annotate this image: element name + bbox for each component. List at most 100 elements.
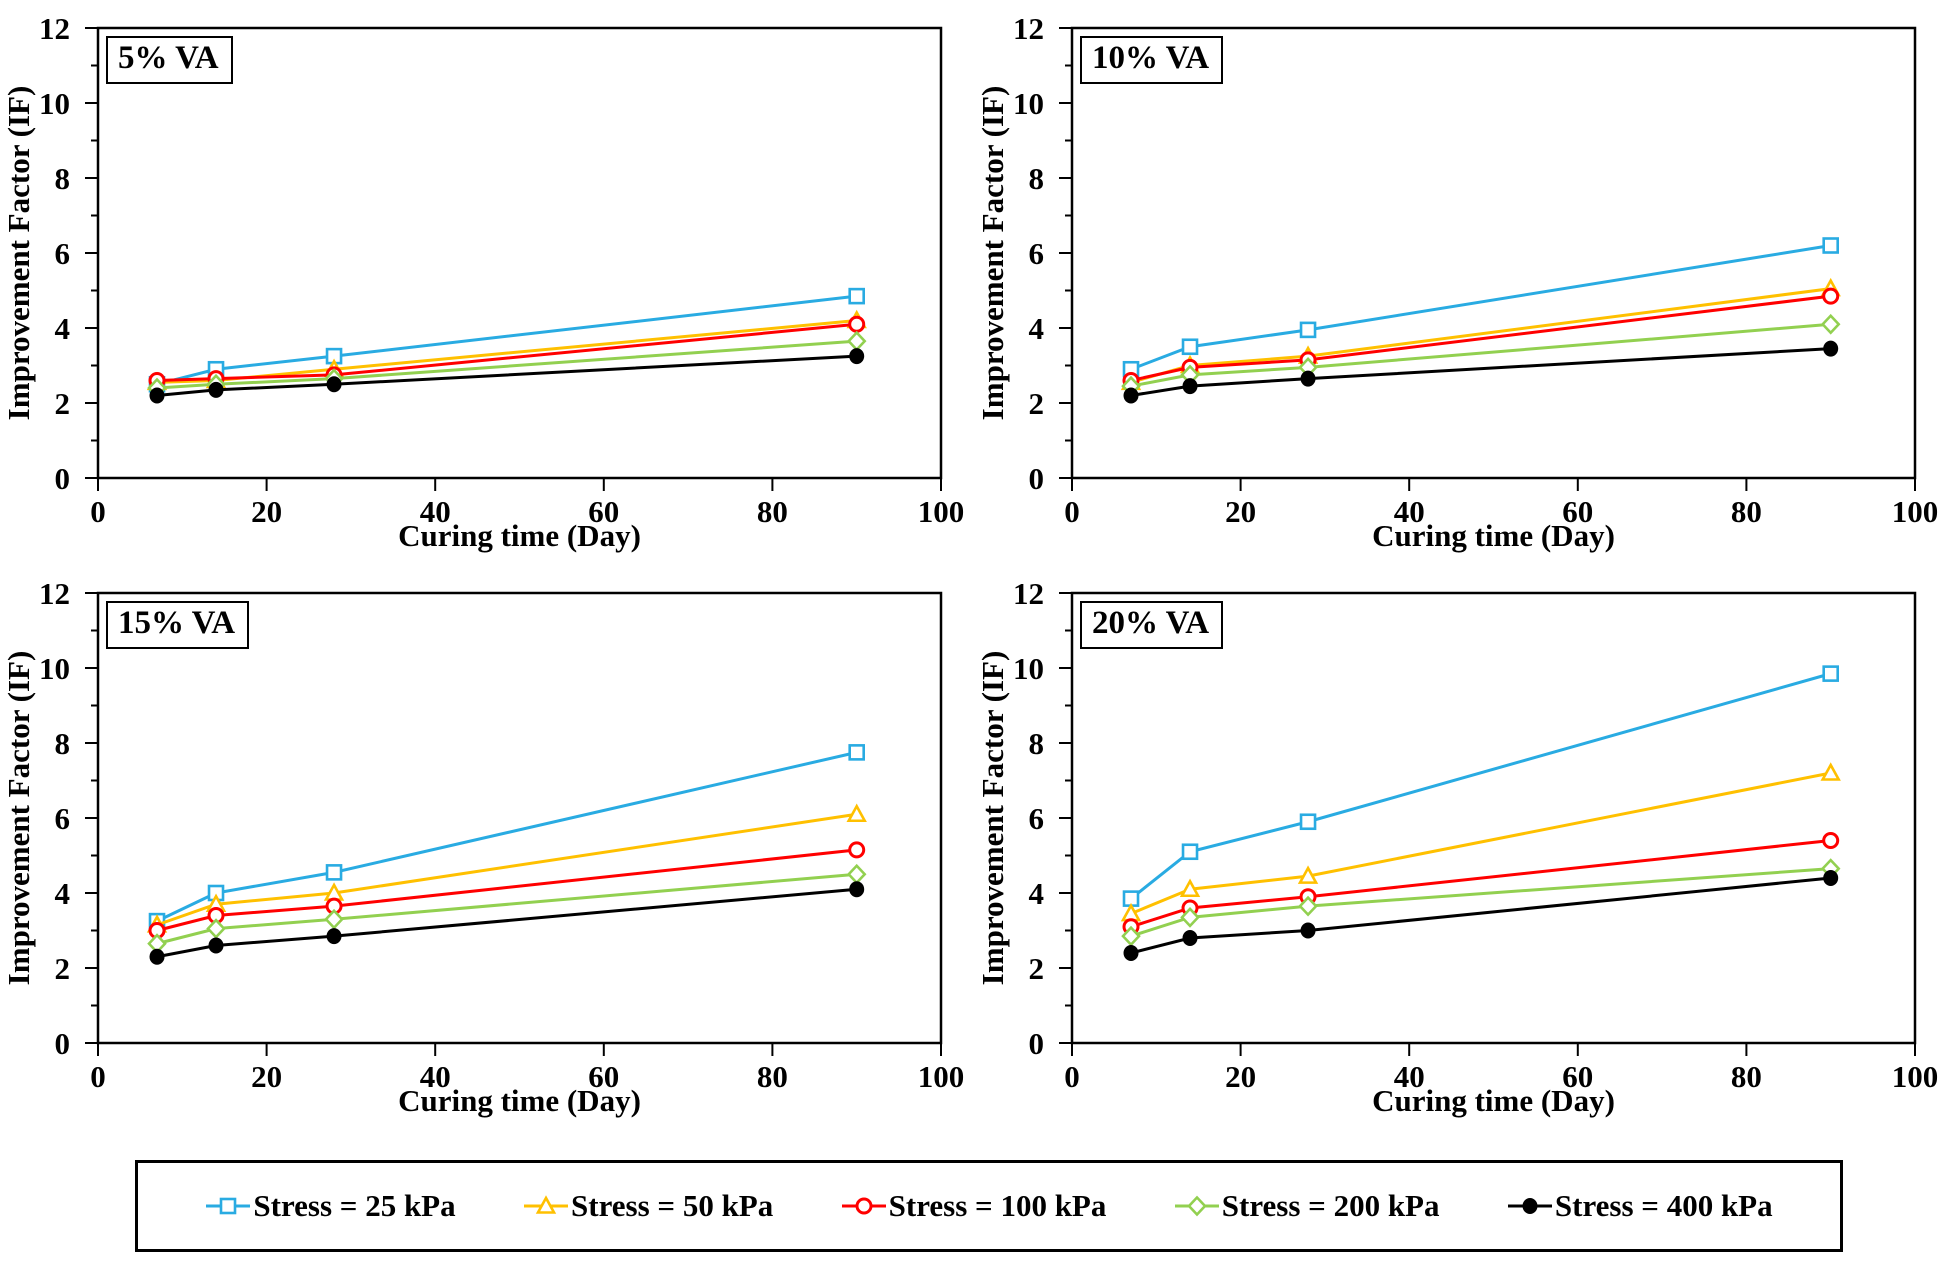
- y-tick-label: 4: [55, 311, 71, 346]
- series-stress-50-kpa: [1120, 762, 1841, 922]
- y-tick-label: 0: [55, 461, 71, 496]
- x-tick-label: 40: [1394, 1059, 1425, 1094]
- dot-marker-icon: [849, 881, 865, 898]
- panel-label-15-va: 15% VA: [106, 601, 250, 649]
- y-tick-label: 6: [1029, 801, 1045, 836]
- series-stress-400-kpa: [1123, 870, 1839, 961]
- y-tick-label: 2: [55, 951, 71, 986]
- x-tick-label: 100: [918, 494, 965, 529]
- diamond-marker-icon: [846, 330, 867, 352]
- panel-label-20-va: 20% VA: [1080, 601, 1224, 649]
- chart-panel-5-va: 0 2 4 6 8 10 12 0 20 40 60 80 100 5% VA Improvement …: [0, 0, 974, 565]
- plot-border: [1070, 591, 1917, 1045]
- diamond-marker-icon: [1121, 925, 1141, 947]
- legend-label: Stress = 100 kPa: [888, 1188, 1107, 1223]
- chart-canvas-10-va: 0 2 4 6 8 10 12 0 20 40 60 80 100: [1013, 11, 1939, 529]
- series-stress-400-kpa: [149, 881, 865, 965]
- series-line: [156, 750, 858, 923]
- x-tick-label: 20: [1225, 494, 1256, 529]
- x-tick-label: 60: [588, 494, 619, 529]
- dot-marker-icon: [326, 928, 342, 945]
- x-tick-label: 100: [1892, 494, 1939, 529]
- x-tick-label: 20: [251, 1059, 282, 1094]
- legend-item-stress-25kpa: Stress = 25 kPa: [205, 1188, 456, 1224]
- series-line: [156, 339, 857, 390]
- series-line: [156, 872, 857, 946]
- chart-canvas-20-va: 0 2 4 6 8 10 12 0 20 40 60 80 100: [1013, 576, 1938, 1094]
- y-tick-label: 2: [1029, 951, 1045, 986]
- x-tick-label: 0: [1064, 1059, 1080, 1094]
- square-marker-icon: [1181, 338, 1199, 356]
- series-line: [1130, 322, 1831, 388]
- y-tick-label: 6: [1029, 236, 1045, 271]
- y-tick-label: 0: [1029, 1026, 1045, 1061]
- chart-panel-10-va: 0 2 4 6 8 10 12 0 20 40 60 80 100 10% VA Improvement…: [974, 0, 1948, 565]
- x-axis-title: Curing time (Day): [398, 1083, 641, 1118]
- series-line: [156, 848, 857, 932]
- x-tick-label: 0: [90, 1059, 106, 1094]
- series-line: [156, 887, 857, 959]
- plot-border: [96, 591, 943, 1045]
- diamond-marker-icon: [1186, 1195, 1207, 1217]
- dot-marker-icon: [208, 937, 224, 954]
- square-marker-icon: [1181, 843, 1199, 861]
- x-axis-title: Curing time (Day): [1372, 518, 1615, 553]
- y-axis-title: Improvement Factor (IF): [975, 650, 1010, 986]
- series-line: [156, 354, 857, 397]
- series-line: [1130, 839, 1831, 929]
- chart-canvas-15-va: 0 2 4 6 8 10 12 0 20 40 60 80 100: [39, 576, 964, 1094]
- circle-marker-icon: [855, 1197, 873, 1215]
- panel-label-10-va: 10% VA: [1080, 36, 1224, 84]
- y-tick-label: 12: [39, 11, 70, 46]
- x-tick-label: 60: [1562, 1059, 1593, 1094]
- y-tick-label: 12: [39, 576, 70, 611]
- series-line: [156, 812, 857, 927]
- y-tick-label: 6: [55, 236, 71, 271]
- dot-marker-icon: [326, 376, 342, 393]
- y-tick-label: 12: [1013, 576, 1044, 611]
- circle-marker-icon: [848, 841, 866, 859]
- circle-marker-icon: [1822, 287, 1840, 305]
- x-tick-label: 20: [251, 494, 282, 529]
- diamond-marker-icon: [1298, 895, 1318, 917]
- legend-label: Stress = 400 kPa: [1554, 1188, 1773, 1223]
- dot-marker-icon: [1123, 387, 1139, 404]
- y-tick-label: 4: [1029, 876, 1045, 911]
- dot-marker-icon: [1823, 870, 1839, 886]
- x-axis-title: Curing time (Day): [398, 518, 641, 553]
- dot-marker-icon: [1300, 922, 1316, 939]
- y-axis-title: Improvement Factor (IF): [1, 650, 36, 986]
- diamond-marker-icon: [324, 908, 344, 930]
- square-marker-icon: [1822, 665, 1840, 682]
- triangle-marker-icon: [1179, 878, 1201, 898]
- chart-panel-20-va: 0 2 4 6 8 10 12 0 20 40 60 80 100 20% VA Improvement…: [974, 565, 1948, 1130]
- dot-marker-icon: [1123, 945, 1139, 961]
- x-tick-label: 60: [588, 1059, 619, 1094]
- series-line: [156, 319, 857, 384]
- y-tick-label: 6: [55, 801, 71, 836]
- diamond-marker-icon: [1820, 313, 1841, 335]
- dot-marker-icon: [1507, 1198, 1552, 1214]
- series-stress-400-kpa: [1123, 340, 1839, 404]
- dot-marker-icon: [149, 387, 165, 404]
- series-stress-200-kpa: [1121, 313, 1841, 397]
- series-line: [1130, 347, 1831, 397]
- x-tick-label: 80: [1731, 494, 1762, 529]
- circle-marker-icon: [841, 1197, 886, 1215]
- triangle-marker-icon: [524, 1195, 568, 1214]
- triangle-marker-icon: [535, 1195, 557, 1214]
- x-tick-label: 40: [420, 494, 451, 529]
- diamond-marker-icon: [206, 918, 226, 940]
- x-tick-label: 80: [757, 494, 788, 529]
- y-tick-label: 10: [39, 651, 70, 686]
- chart-panel-15-va: 0 2 4 6 8 10 12 0 20 40 60 80 100 15% VA Improvement…: [0, 565, 974, 1130]
- series-stress-100-kpa: [148, 841, 866, 939]
- x-tick-label: 60: [1562, 494, 1593, 529]
- square-marker-icon: [206, 1197, 251, 1215]
- series-line: [156, 294, 857, 386]
- legend-label: Stress = 50 kPa: [571, 1188, 774, 1223]
- circle-marker-icon: [848, 315, 866, 333]
- legend-item-stress-100kpa: Stress = 100 kPa: [841, 1188, 1107, 1224]
- y-tick-label: 8: [55, 726, 71, 761]
